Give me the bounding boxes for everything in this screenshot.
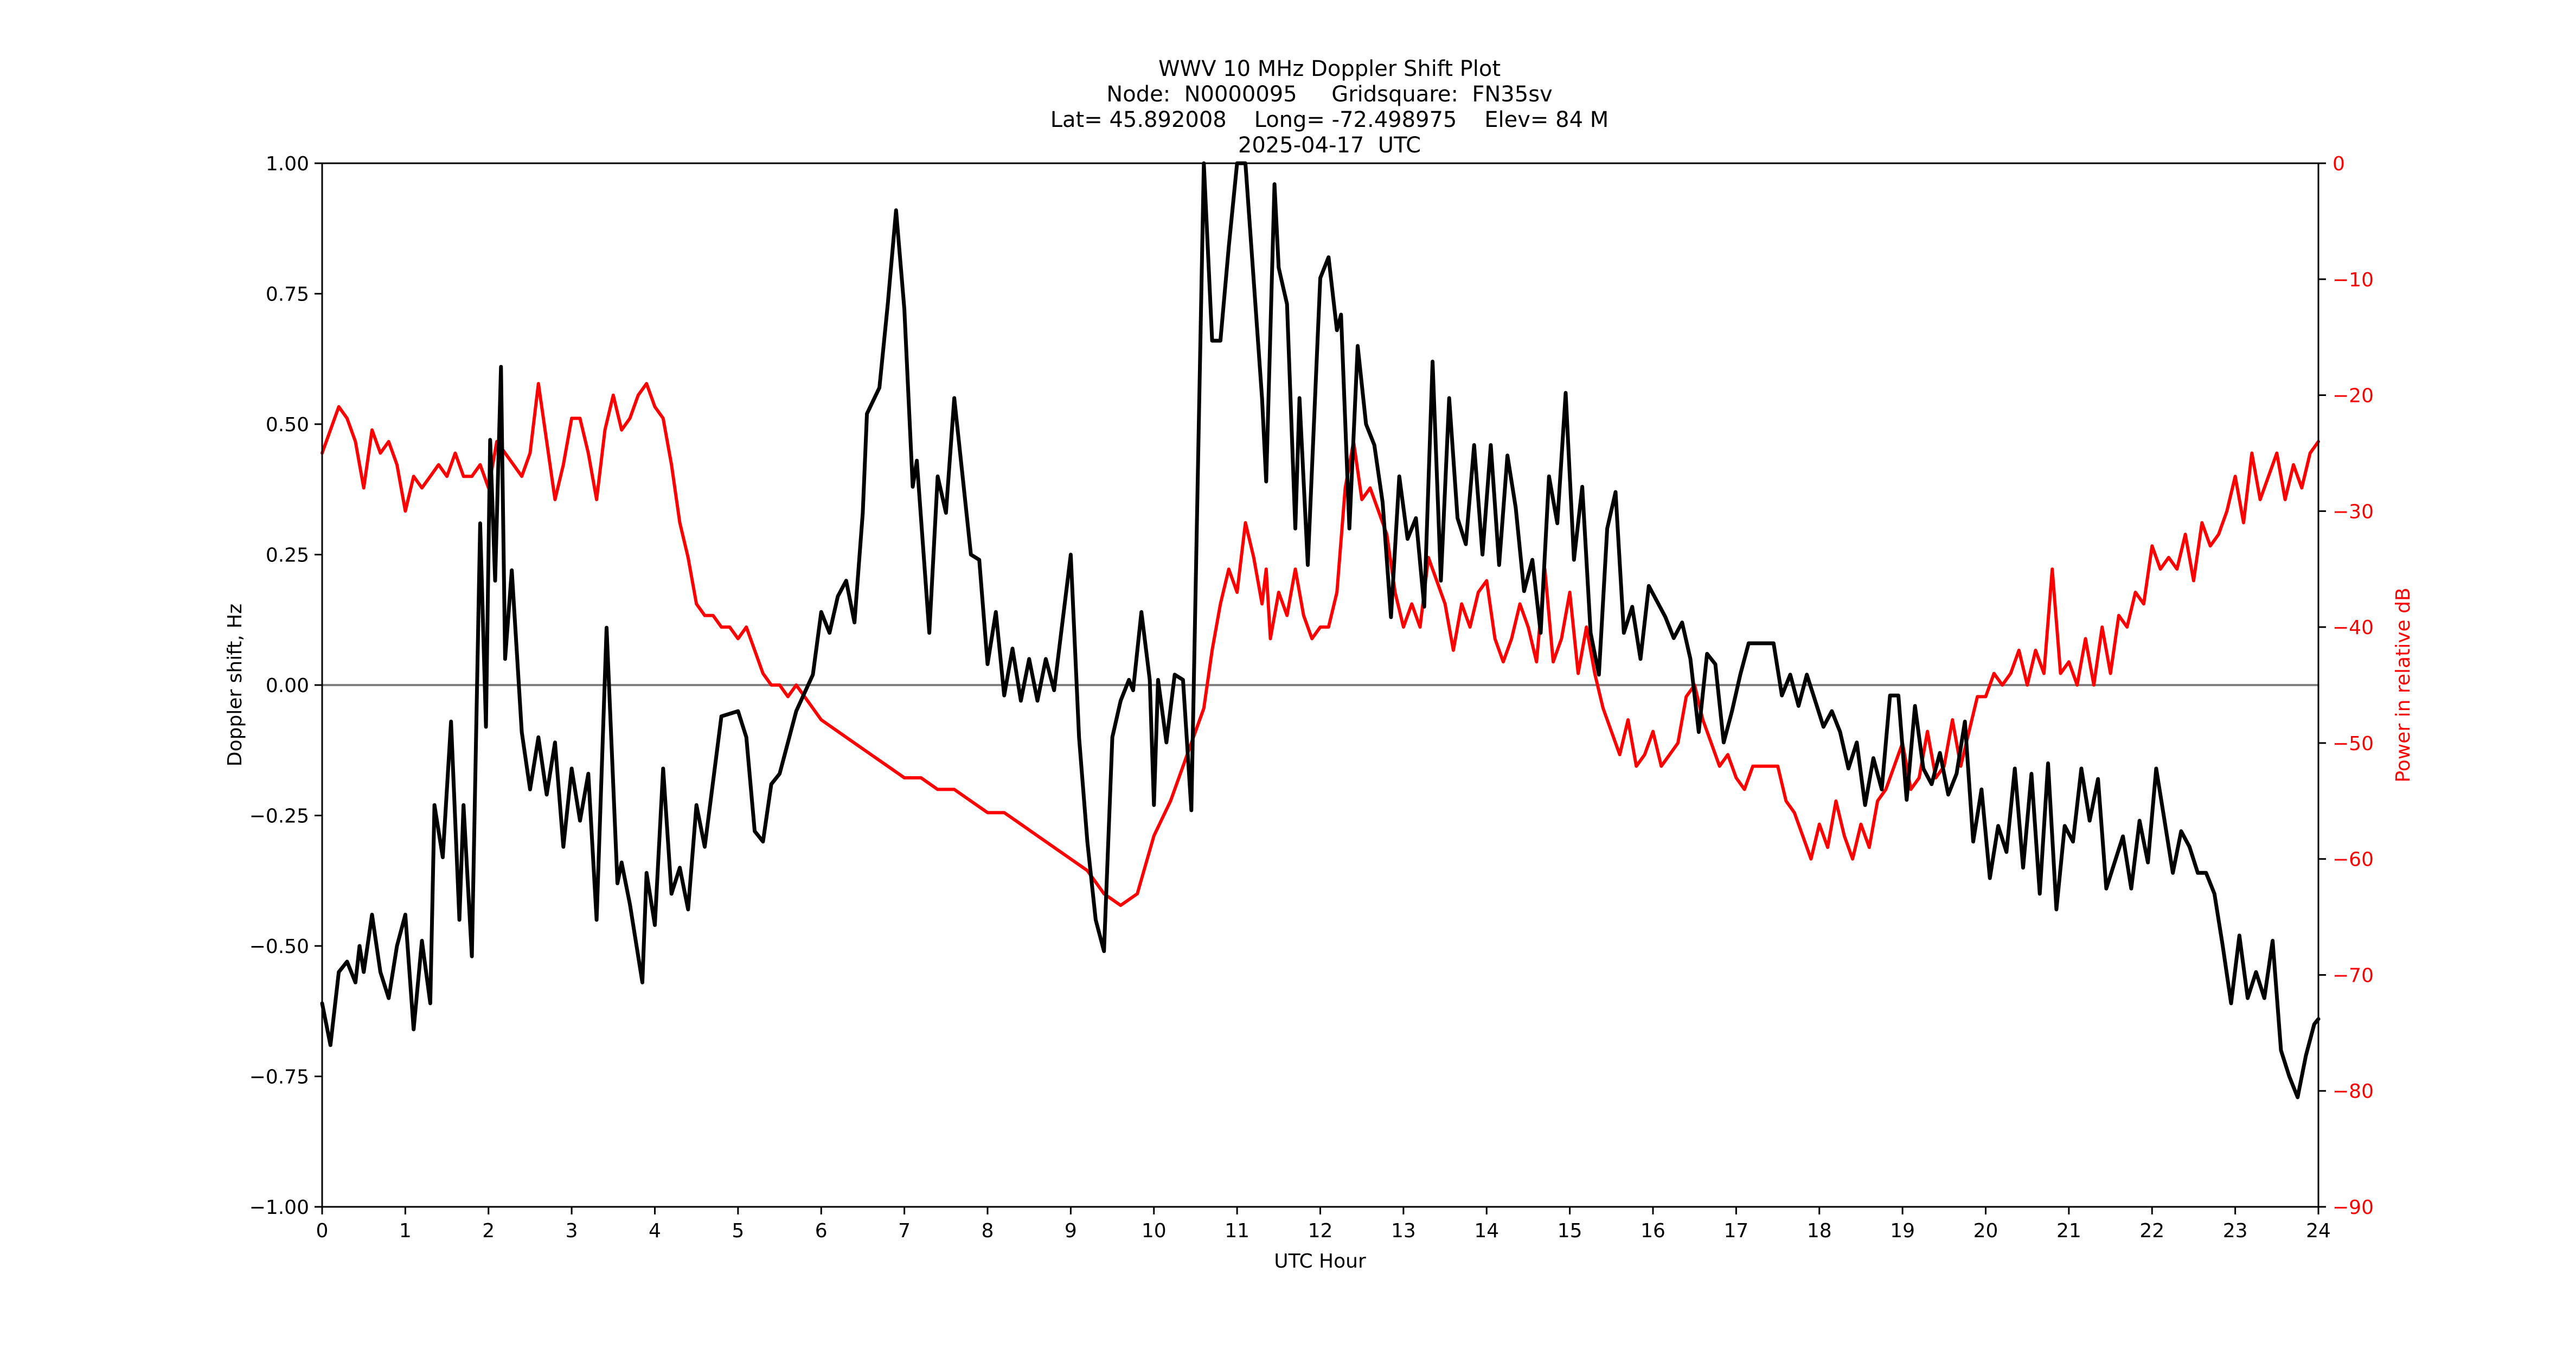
x-tick-label: 22 (2139, 1220, 2164, 1242)
y-tick-label: 0.50 (266, 414, 309, 436)
y-tick-label: −0.75 (249, 1066, 309, 1089)
y-axis-right: 0 −10 −20 −30 −40 −50 −60 −70 −80 −90 (2318, 153, 2374, 1219)
x-tick-label: 12 (1308, 1220, 1333, 1242)
x-tick-label: 1 (399, 1220, 412, 1242)
x-tick-label: 10 (1142, 1220, 1167, 1242)
y-tick-label: 0.00 (266, 675, 309, 697)
x-tick-label: 11 (1225, 1220, 1249, 1242)
x-tick-label: 15 (1558, 1220, 1582, 1242)
chart-subtitle-date: 2025-04-17 UTC (1238, 133, 1421, 158)
y-tick-label: 1.00 (266, 153, 309, 175)
y-tick-label: −0.50 (249, 936, 309, 958)
y2-tick-label: −40 (2333, 617, 2374, 639)
y-axis-left: 1.00 0.75 0.50 0.25 0.00 −0.25 −0.50 −0.75 −1.00 (249, 153, 322, 1219)
y-tick-label: −0.25 (249, 805, 309, 828)
y2-tick-label: −10 (2333, 269, 2374, 291)
y2-tick-label: −60 (2333, 849, 2374, 871)
x-tick-label: 19 (1890, 1220, 1915, 1242)
x-tick-label: 23 (2223, 1220, 2248, 1242)
chart-subtitle-node: Node: N0000095 Gridsquare: FN35sv (1106, 82, 1553, 107)
chart-title-block: WWV 10 MHz Doppler Shift Plot Node: N000… (0, 56, 2576, 158)
y2-tick-label: −80 (2333, 1080, 2374, 1103)
y-tick-label: 0.75 (266, 284, 309, 306)
x-tick-label: 20 (1973, 1220, 1998, 1242)
doppler-series-line (320, 161, 2321, 1099)
x-tick-label: 14 (1474, 1220, 1499, 1242)
x-axis-label: UTC Hour (1274, 1250, 1366, 1272)
y-tick-label: 0.25 (266, 545, 309, 567)
power-series-line (321, 382, 2320, 907)
y-tick-label: −1.00 (249, 1197, 309, 1219)
x-tick-label: 8 (982, 1220, 994, 1242)
y2-tick-label: −70 (2333, 964, 2374, 987)
x-tick-label: 7 (898, 1220, 911, 1242)
x-tick-label: 5 (732, 1220, 744, 1242)
y2-tick-label: 0 (2333, 153, 2345, 175)
y2-tick-label: −30 (2333, 501, 2374, 523)
x-tick-label: 4 (649, 1220, 661, 1242)
y2-tick-label: −20 (2333, 385, 2374, 407)
x-tick-label: 21 (2056, 1220, 2081, 1242)
x-tick-label: 24 (2306, 1220, 2331, 1242)
x-tick-label: 3 (566, 1220, 578, 1242)
x-axis: 0 1 2 3 4 5 6 7 8 9 10 11 12 13 14 15 16 17 18 19 20 21 22 23 24 (316, 1207, 2331, 1242)
chart-subtitle-location: Lat= 45.892008 Long= -72.498975 Elev= 84… (1050, 107, 1609, 132)
y2-axis-label: Power in relative dB (2392, 587, 2414, 782)
x-tick-label: 17 (1723, 1220, 1748, 1242)
x-tick-label: 2 (482, 1220, 495, 1242)
x-tick-label: 13 (1391, 1220, 1416, 1242)
chart-title: WWV 10 MHz Doppler Shift Plot (1158, 56, 1501, 81)
y2-tick-label: −50 (2333, 733, 2374, 755)
x-tick-label: 6 (815, 1220, 828, 1242)
x-tick-label: 9 (1065, 1220, 1077, 1242)
x-tick-label: 18 (1807, 1220, 1832, 1242)
series-layer (320, 161, 2321, 1099)
x-tick-label: 0 (316, 1220, 329, 1242)
y-axis-label: Doppler shift, Hz (224, 604, 246, 766)
x-tick-label: 16 (1641, 1220, 1665, 1242)
y2-tick-label: −90 (2333, 1197, 2374, 1219)
